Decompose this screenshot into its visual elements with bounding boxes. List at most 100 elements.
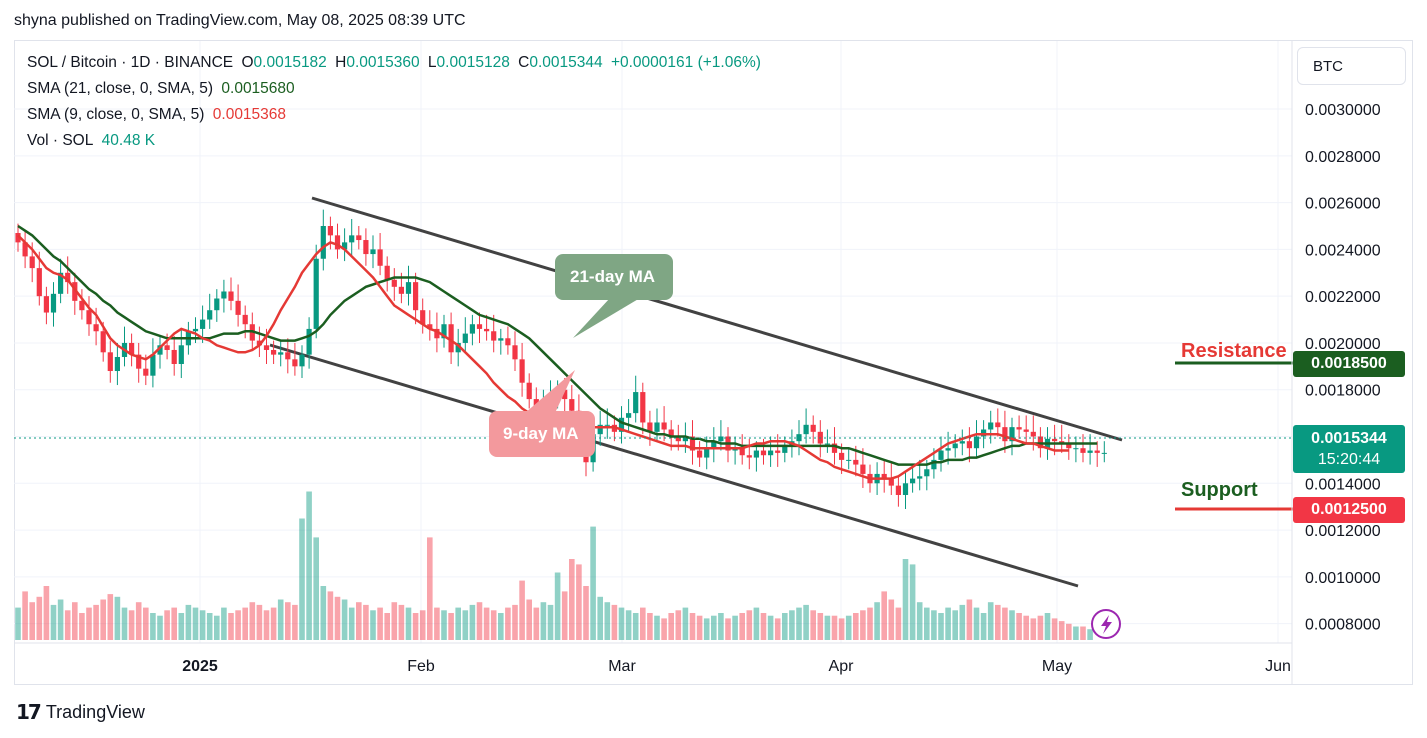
candle-body[interactable] (143, 368, 149, 376)
candle-body[interactable] (618, 417, 625, 432)
candle-body[interactable] (739, 448, 745, 456)
candle-body[interactable] (675, 436, 681, 442)
candle-body[interactable] (654, 422, 660, 432)
candle-body[interactable] (221, 291, 227, 299)
footer-brand[interactable]: 𝟭𝟳 TradingView (16, 700, 145, 725)
candle-body[interactable] (36, 268, 42, 297)
candle-body[interactable] (988, 422, 994, 430)
candle-body[interactable] (256, 340, 262, 346)
candle-body[interactable] (370, 249, 376, 255)
candle-body[interactable] (427, 324, 433, 329)
candle-body[interactable] (881, 473, 887, 479)
candle-body[interactable] (235, 300, 241, 315)
candle-body[interactable] (597, 424, 603, 435)
candle-body[interactable] (1080, 448, 1086, 453)
candle-body[interactable] (810, 424, 816, 432)
candle-body[interactable] (697, 450, 703, 458)
candle-body[interactable] (50, 293, 57, 313)
candle-body[interactable] (79, 300, 85, 311)
candle-body[interactable] (895, 485, 901, 495)
candle-body[interactable] (420, 310, 426, 325)
candle-body[interactable] (860, 464, 866, 474)
candle-body[interactable] (448, 324, 454, 353)
candle-body[interactable] (278, 352, 284, 355)
candle-body[interactable] (192, 328, 199, 332)
candle-body[interactable] (100, 331, 106, 353)
candle-body[interactable] (753, 450, 759, 458)
candle-body[interactable] (760, 450, 767, 456)
candle-body[interactable] (512, 345, 518, 360)
channel-upper-line[interactable] (311, 196, 1123, 442)
candle-body[interactable] (1073, 448, 1079, 450)
candle-body[interactable] (413, 282, 419, 311)
candle-body[interactable] (484, 328, 490, 332)
candle-body[interactable] (271, 349, 277, 355)
candle-body[interactable] (1009, 427, 1015, 442)
candle-body[interactable] (356, 235, 362, 241)
candle-body[interactable] (1016, 427, 1022, 430)
bolt-icon[interactable] (1091, 609, 1121, 639)
candle-body[interactable] (640, 392, 646, 423)
candle-body[interactable] (150, 354, 156, 376)
candle-body[interactable] (831, 443, 838, 453)
candle-body[interactable] (228, 291, 234, 301)
candle-body[interactable] (1030, 431, 1036, 437)
candle-body[interactable] (505, 338, 511, 346)
candle-body[interactable] (682, 436, 688, 442)
candle-body[interactable] (462, 333, 468, 343)
candle-body[interactable] (58, 272, 64, 294)
candle-body[interactable] (214, 298, 220, 311)
candle-body[interactable] (1087, 450, 1093, 453)
candle-body[interactable] (952, 443, 958, 449)
candle-body[interactable] (959, 441, 965, 444)
candle-body[interactable] (1101, 452, 1107, 454)
candle-body[interactable] (441, 324, 447, 339)
candle-body[interactable] (469, 324, 475, 334)
candle-body[interactable] (1094, 450, 1100, 453)
candle-body[interactable] (1052, 438, 1058, 442)
candle-body[interactable] (1002, 427, 1008, 442)
candle-body[interactable] (626, 413, 632, 418)
candle-body[interactable] (107, 352, 113, 372)
candle-body[interactable] (782, 445, 788, 453)
candle-body[interactable] (824, 443, 830, 445)
candle-body[interactable] (803, 424, 809, 435)
candle-body[interactable] (391, 279, 397, 287)
candle-body[interactable] (526, 382, 532, 400)
candle-body[interactable] (768, 450, 774, 456)
candle-body[interactable] (72, 282, 78, 301)
candle-body[interactable] (924, 469, 930, 477)
candle-body[interactable] (689, 436, 696, 451)
candle-body[interactable] (938, 450, 944, 460)
candle-body[interactable] (1066, 443, 1072, 449)
candle-body[interactable] (43, 296, 49, 313)
candle-body[interactable] (888, 478, 894, 486)
candle-body[interactable] (846, 459, 852, 461)
candle-body[interactable] (285, 352, 291, 360)
candle-body[interactable] (22, 242, 28, 257)
candle-body[interactable] (604, 424, 610, 426)
candle-body[interactable] (405, 282, 412, 294)
candle-body[interactable] (65, 272, 71, 283)
candle-body[interactable] (839, 452, 845, 460)
candle-body[interactable] (718, 436, 724, 442)
candle-body[interactable] (164, 345, 170, 350)
candle-body[interactable] (299, 354, 305, 367)
candle-body[interactable] (668, 429, 674, 437)
candle-body[interactable] (29, 256, 35, 269)
candle-body[interactable] (434, 328, 440, 339)
candle-body[interactable] (633, 392, 639, 414)
candle-body[interactable] (902, 483, 909, 495)
candle-body[interactable] (491, 331, 497, 341)
candle-body[interactable] (114, 356, 120, 372)
candle-body[interactable] (945, 448, 951, 451)
candle-body[interactable] (966, 441, 972, 449)
candle-body[interactable] (178, 345, 184, 364)
candle-body[interactable] (363, 240, 369, 255)
candle-body[interactable] (562, 389, 568, 400)
candle-body[interactable] (384, 265, 390, 280)
candle-body[interactable] (263, 345, 270, 350)
candle-body[interactable] (292, 359, 298, 367)
candle-body[interactable] (327, 226, 333, 236)
